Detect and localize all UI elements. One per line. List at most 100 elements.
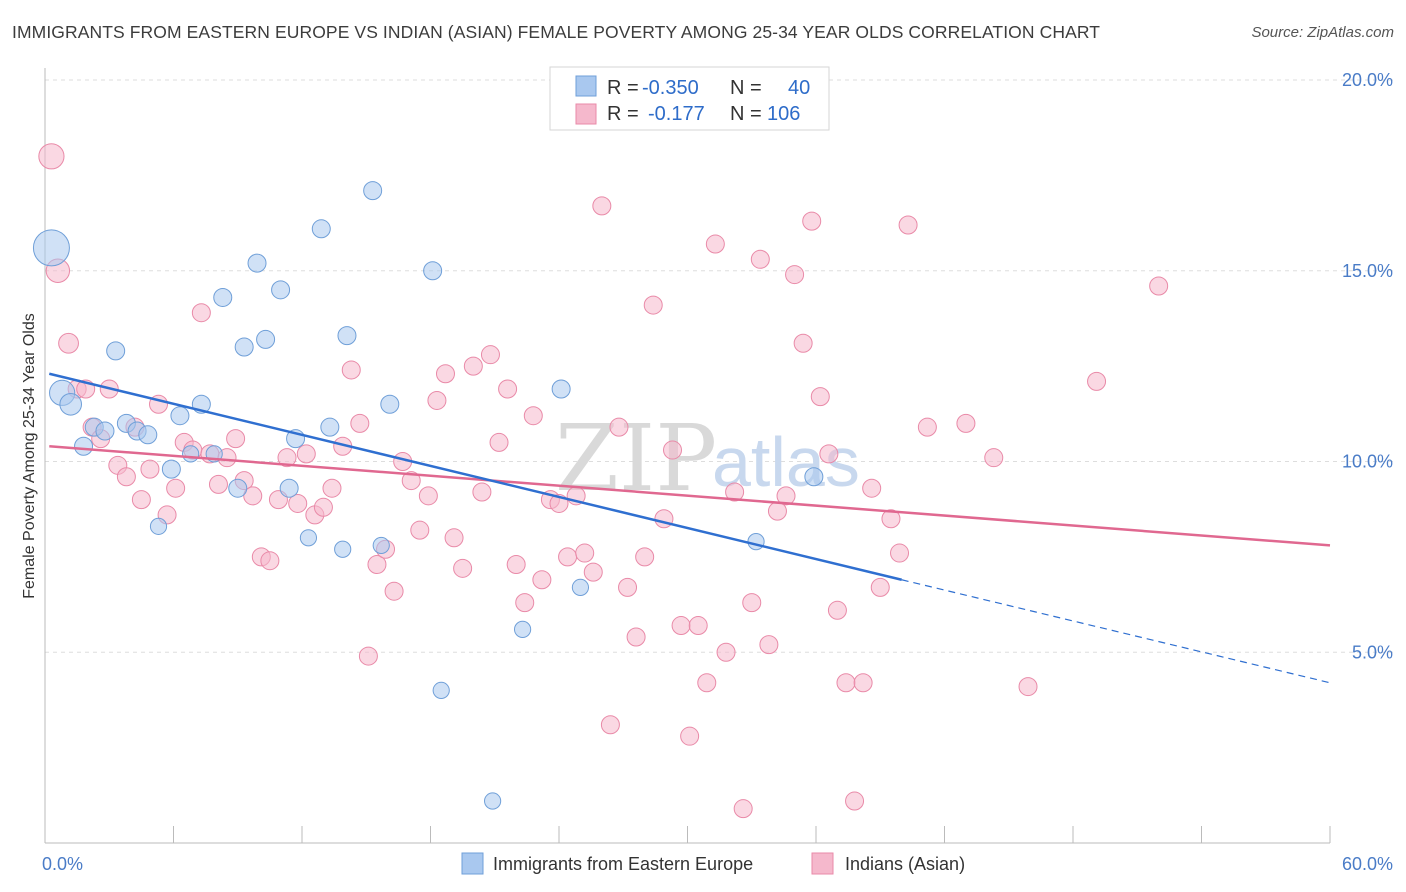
- point-indians-asian-90: [819, 444, 839, 464]
- axes: [44, 68, 1331, 844]
- legend-n-value-1: 40: [788, 77, 810, 99]
- point-eastern-europe-37: [571, 578, 590, 596]
- point-eastern-europe-36: [551, 379, 571, 399]
- point-indians-asian-103: [1018, 677, 1038, 697]
- point-indians-asian-92: [836, 673, 856, 693]
- point-indians-asian-89: [810, 387, 830, 407]
- point-indians-asian-72: [663, 440, 683, 460]
- point-indians-asian-33: [322, 478, 342, 498]
- point-indians-asian-42: [401, 471, 421, 491]
- point-eastern-europe-6: [106, 341, 126, 361]
- grid-lines: [45, 79, 1395, 653]
- point-indians-asian-76: [697, 673, 717, 693]
- point-indians-asian-70: [643, 295, 663, 315]
- source-label: Source: ZipAtlas.com: [1251, 24, 1394, 41]
- point-indians-asian-94: [853, 673, 873, 693]
- bottom-legend-label-pink: Indians (Asian): [845, 854, 965, 874]
- point-indians-asian-45: [427, 390, 447, 410]
- point-indians-asian-2: [58, 332, 79, 354]
- legend-r-label-1: R =: [607, 77, 639, 99]
- legend-box: R = -0.350 N = 40 R = -0.177 N = 106: [549, 66, 830, 131]
- x-tick-label-min: 0.0%: [42, 854, 83, 874]
- point-eastern-europe-21: [271, 280, 291, 300]
- point-indians-asian-68: [626, 627, 646, 647]
- point-eastern-europe-13: [182, 445, 200, 463]
- y-tick-label-2: 15.0%: [1342, 261, 1393, 281]
- x-tick-labels: 0.0% 60.0%: [42, 854, 1393, 874]
- y-tick-label-0: 5.0%: [1352, 642, 1393, 662]
- bottom-legend-swatch-pink: [811, 852, 834, 875]
- point-indians-asian-69: [635, 547, 655, 567]
- point-indians-asian-46: [435, 364, 455, 384]
- legend-n-label-2: N =: [730, 103, 762, 125]
- point-eastern-europe-16: [213, 287, 233, 307]
- point-indians-asian-102: [984, 448, 1004, 468]
- point-indians-asian-37: [358, 646, 378, 666]
- point-eastern-europe-27: [334, 540, 352, 558]
- point-indians-asian-65: [600, 715, 620, 735]
- point-eastern-europe-24: [299, 529, 318, 547]
- point-indians-asian-22: [226, 429, 246, 449]
- point-indians-asian-9: [116, 467, 136, 487]
- point-eastern-europe-39: [804, 467, 824, 487]
- point-eastern-europe-18: [234, 337, 254, 357]
- point-indians-asian-24: [243, 486, 263, 506]
- point-indians-asian-104: [1087, 371, 1107, 391]
- point-indians-asian-28: [277, 448, 297, 468]
- point-indians-asian-74: [680, 726, 700, 746]
- trendline-eastern-europe: [48, 372, 902, 581]
- legend-n-label-1: N =: [730, 77, 762, 99]
- point-indians-asian-91: [827, 600, 847, 620]
- point-eastern-europe-38: [747, 533, 765, 551]
- point-indians-asian-54: [506, 555, 526, 575]
- legend-r-label-2: R =: [607, 103, 639, 125]
- bottom-legend: Immigrants from Eastern Europe Indians (…: [461, 852, 965, 875]
- point-eastern-europe-2: [59, 392, 82, 416]
- point-eastern-europe-32: [423, 261, 443, 281]
- point-indians-asian-67: [618, 577, 638, 597]
- point-indians-asian-57: [532, 570, 552, 590]
- point-indians-asian-83: [759, 635, 779, 655]
- point-indians-asian-49: [463, 356, 483, 376]
- y-tick-label-3: 20.0%: [1342, 70, 1393, 90]
- point-indians-asian-0: [38, 143, 65, 170]
- point-indians-asian-86: [785, 265, 805, 285]
- point-indians-asian-50: [472, 482, 492, 502]
- x-tick-label-max: 60.0%: [1342, 854, 1393, 874]
- point-indians-asian-44: [418, 486, 438, 506]
- chart-title: IMMIGRANTS FROM EASTERN EUROPE VS INDIAN…: [12, 22, 1101, 42]
- series-indians-asian: [38, 143, 1169, 819]
- point-indians-asian-77: [705, 234, 725, 254]
- point-indians-asian-18: [191, 303, 211, 323]
- point-indians-asian-15: [166, 478, 186, 498]
- point-indians-asian-88: [802, 211, 822, 231]
- point-eastern-europe-12: [170, 406, 190, 426]
- y-tick-labels: 5.0% 10.0% 15.0% 20.0%: [1342, 70, 1393, 662]
- y-axis-label: Female Poverty Among 25-34 Year Olds: [21, 313, 38, 599]
- point-indians-asian-101: [956, 413, 976, 433]
- point-eastern-europe-31: [380, 394, 400, 414]
- point-indians-asian-100: [917, 417, 937, 437]
- point-indians-asian-47: [444, 528, 464, 548]
- point-eastern-europe-35: [513, 620, 532, 638]
- point-indians-asian-96: [870, 577, 890, 597]
- point-indians-asian-98: [890, 543, 910, 563]
- point-indians-asian-12: [140, 459, 160, 479]
- point-indians-asian-40: [384, 581, 404, 601]
- legend-r-value-2: -0.177: [648, 103, 705, 125]
- point-eastern-europe-0: [32, 229, 70, 267]
- point-indians-asian-95: [862, 478, 882, 498]
- point-indians-asian-93: [845, 791, 865, 811]
- point-eastern-europe-28: [337, 326, 357, 346]
- point-indians-asian-105: [1149, 276, 1169, 296]
- point-indians-asian-48: [453, 558, 473, 578]
- point-indians-asian-29: [288, 493, 308, 513]
- point-eastern-europe-5: [95, 421, 115, 441]
- legend-swatch-pink: [575, 103, 597, 125]
- point-indians-asian-56: [523, 406, 543, 426]
- point-eastern-europe-26: [320, 417, 340, 437]
- point-eastern-europe-30: [372, 536, 390, 555]
- point-eastern-europe-34: [484, 792, 502, 810]
- point-indians-asian-85: [776, 486, 796, 506]
- trendlines: [48, 372, 1331, 684]
